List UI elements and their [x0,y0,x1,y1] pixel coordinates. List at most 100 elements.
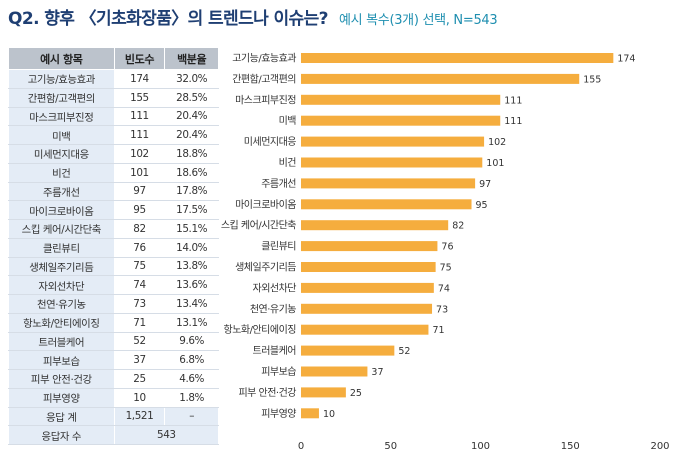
category-label: 클린뷰티 [261,241,296,253]
item-cell: 마이크로바이옴 [8,200,115,220]
respondents-row: 응답자 수 543 [8,425,220,445]
category-label: 마스크피부진정 [235,94,296,106]
table-row: 스킵 케어/시간단축 82 15.1% [8,219,219,239]
item-cell: 천연·유기농 [8,294,115,314]
response-total-row: 응답 계 1,521 – [8,407,219,427]
title-row: Q2. 향후 〈기초화장품〉의 트렌드나 이슈는? 예시 복수(3개) 선택, … [8,4,498,34]
count-cell: 10 [113,388,166,408]
table-row: 미백 111 20.4% [8,125,219,145]
value-label: 25 [350,388,362,399]
item-cell: 비건 [8,163,115,183]
bar [301,408,319,419]
x-tick-label: 100 [471,441,490,452]
bar [301,366,368,377]
bar [301,178,476,189]
value-label: 82 [452,221,464,232]
percent-cell: 32.0% [164,69,219,89]
value-label: 75 [440,263,452,274]
header-count: 빈도수 [113,47,166,70]
table-row: 트러블케어 52 9.6% [8,332,219,352]
bar [301,262,436,272]
table-row: 비건 101 18.6% [8,163,219,183]
item-cell: 피부보습 [8,350,115,370]
bar [301,136,485,147]
count-cell: 111 [113,125,166,145]
count-cell: 155 [113,88,166,108]
bar [301,199,472,210]
category-label: 마이크로바이옴 [235,199,296,211]
item-cell: 클린뷰티 [8,238,115,258]
value-label: 111 [504,116,522,127]
category-label: 피부 안전·건강 [238,387,296,399]
value-label: 97 [479,179,491,190]
bar [301,241,438,252]
item-cell: 피부 안전·건강 [8,369,115,389]
category-label: 생체일주기리듬 [235,262,296,274]
percent-cell: 17.8% [164,182,219,202]
percent-cell: 14.0% [164,238,219,258]
respondents-count: 543 [113,425,220,445]
value-label: 37 [371,367,383,378]
item-cell: 항노화/안티에이징 [8,313,115,333]
count-cell: 37 [113,350,166,370]
count-cell: 101 [113,163,166,183]
table-row: 생체일주기리듬 75 13.8% [8,257,219,277]
percent-cell: 18.6% [164,163,219,183]
table-row: 피부 안전·건강 25 4.6% [8,369,219,389]
bar [301,324,429,335]
count-cell: 97 [113,182,166,202]
value-label: 101 [486,158,504,169]
percent-cell: 13.8% [164,257,219,277]
respondents-label: 응답자 수 [8,425,115,445]
table-row: 마스크피부진정 111 20.4% [8,107,219,127]
count-cell: 25 [113,369,166,389]
header-item: 예시 항목 [8,47,115,70]
x-tick-label: 0 [298,441,304,452]
category-label: 스킵 케어/시간단축 [221,219,296,232]
value-label: 95 [476,200,488,211]
item-cell: 자외선차단 [8,275,115,295]
table-row: 클린뷰티 76 14.0% [8,238,219,258]
count-cell: 75 [113,257,166,277]
count-cell: 174 [113,69,166,89]
category-label: 간편함/고객편의 [232,73,296,85]
count-cell: 76 [113,238,166,258]
table-row: 천연·유기농 73 13.4% [8,294,219,314]
value-label: 73 [436,304,448,315]
value-label: 71 [432,325,444,336]
frequency-table: 예시 항목 빈도수 백분율 고기능/효능효과 174 32.0% 간편함/고객편의 15… [8,47,220,445]
item-cell: 트러블케어 [8,332,115,352]
table-header-row: 예시 항목 빈도수 백분율 [8,47,219,70]
percent-cell: 17.5% [164,200,219,220]
item-cell: 주름개선 [8,182,115,202]
bar [301,303,433,314]
table-row: 피부보습 37 6.8% [8,350,219,370]
percent-cell: 1.8% [164,388,219,408]
page-subtitle: 예시 복수(3개) 선택, N=543 [338,13,498,28]
percent-cell: 15.1% [164,219,219,239]
response-total-count: 1,521 [113,407,166,427]
category-label: 피부영양 [261,408,296,420]
bar [301,387,346,398]
bar [301,115,501,126]
category-label: 미세먼지대응 [244,136,297,148]
value-label: 52 [398,346,410,357]
count-cell: 52 [113,332,166,352]
bar [301,345,395,356]
percent-cell: 13.6% [164,275,219,295]
table-row: 간편함/고객편의 155 28.5% [8,88,219,108]
table-row: 자외선차단 74 13.6% [8,275,219,295]
page-title: Q2. 향후 〈기초화장품〉의 트렌드나 이슈는? [8,9,328,29]
category-label: 피부보습 [261,366,296,378]
count-cell: 111 [113,107,166,127]
bar [301,94,501,105]
percent-cell: 13.4% [164,294,219,314]
x-tick-label: 50 [384,441,397,452]
item-cell: 고기능/효능효과 [8,69,115,89]
bar [301,73,580,84]
percent-cell: 9.6% [164,332,219,352]
x-tick-label: 150 [561,441,580,452]
item-cell: 미세먼지대응 [8,144,115,164]
bar [301,53,614,63]
table-body: 고기능/효능효과 174 32.0% 간편함/고객편의 155 28.5% 마스크피부진정 1… [8,69,219,408]
